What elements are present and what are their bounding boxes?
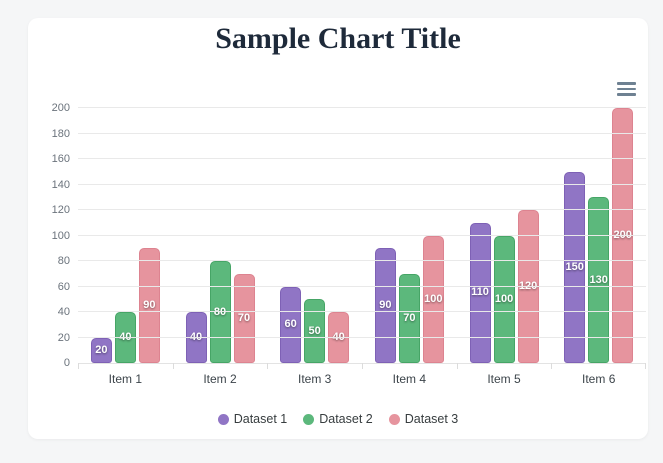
bar-s2-item-1[interactable]: 40 xyxy=(114,312,136,363)
legend-item-label: Dataset 3 xyxy=(404,412,459,426)
bar-value-label: 70 xyxy=(403,311,416,324)
bar-s2-item-4[interactable]: 70 xyxy=(398,273,420,363)
legend-item-label: Dataset 1 xyxy=(233,412,288,426)
bar-s3-item-3[interactable]: 40 xyxy=(328,312,350,363)
bar-s3-item-6[interactable]: 200 xyxy=(612,108,634,363)
gridline xyxy=(78,183,646,185)
category-group: 60 50 40 xyxy=(267,108,362,363)
bar-s2-item-5[interactable]: 100 xyxy=(493,235,515,363)
bar-s1-item-3[interactable]: 60 xyxy=(280,286,302,363)
category-group: 110 100 120 xyxy=(457,108,552,363)
x-axis-labels: Item 1 Item 2 Item 3 Item 4 Item 5 Item 6 xyxy=(78,372,646,386)
bar-s3-item-1[interactable]: 90 xyxy=(138,248,160,363)
bar-s1-item-4[interactable]: 90 xyxy=(374,248,396,363)
bar-value-label: 90 xyxy=(379,299,392,312)
legend-marker-icon xyxy=(303,413,315,425)
legend-item-dataset-2[interactable]: Dataset 2 xyxy=(303,412,373,426)
bar-value-label: 60 xyxy=(284,318,297,331)
bar-s1-item-5[interactable]: 110 xyxy=(469,222,491,363)
bar-s1-item-2[interactable]: 40 xyxy=(185,312,207,363)
gridline xyxy=(78,107,646,108)
legend-item-dataset-1[interactable]: Dataset 1 xyxy=(217,412,288,426)
gridline xyxy=(78,285,646,287)
bar-s2-item-3[interactable]: 50 xyxy=(304,299,326,363)
category-group: 40 80 70 xyxy=(173,108,268,363)
x-axis-tick xyxy=(645,363,646,369)
bar-value-label: 70 xyxy=(237,311,251,324)
bar-value-label: 100 xyxy=(424,292,443,305)
bar-value-label: 50 xyxy=(308,324,321,337)
y-axis-tick-label: 120 xyxy=(51,204,70,216)
bar-value-label: 100 xyxy=(494,292,514,305)
legend-item-label: Dataset 2 xyxy=(319,412,373,426)
bar-value-label: 120 xyxy=(518,280,538,292)
bar-s1-item-1[interactable]: 20 xyxy=(90,337,112,363)
bar-value-label: 40 xyxy=(332,331,345,343)
x-axis-tick xyxy=(172,363,174,369)
x-axis-category-label: Item 3 xyxy=(298,372,332,386)
legend-item-dataset-3[interactable]: Dataset 3 xyxy=(388,412,459,426)
bar-value-label: 110 xyxy=(471,286,489,299)
bar-value-label: 40 xyxy=(119,331,132,343)
category-group: 150 130 200 xyxy=(551,108,646,363)
bar-s3-item-2[interactable]: 70 xyxy=(233,273,255,363)
y-axis-tick-label: 40 xyxy=(57,306,70,318)
y-axis-tick-label: 140 xyxy=(51,178,70,191)
x-axis-tick xyxy=(267,363,269,369)
hamburger-menu-line xyxy=(617,87,636,90)
bar-s2-item-6[interactable]: 130 xyxy=(588,197,610,363)
plot-area: 20 40 90 40 80 70 60 50 40 90 70 100 110 100 120 150 130… xyxy=(78,107,646,369)
x-axis-tick xyxy=(456,363,458,369)
gridline xyxy=(78,209,646,210)
x-axis-category-label: Item 5 xyxy=(487,372,521,386)
chart-legend: Dataset 1 Dataset 2 Dataset 3 xyxy=(28,412,648,426)
bars-layer: 20 40 90 40 80 70 60 50 40 90 70 100 110 100 120 150 130… xyxy=(78,108,646,363)
legend-marker-icon xyxy=(217,413,229,425)
gridline xyxy=(78,336,646,338)
gridline xyxy=(78,311,646,312)
category-group: 20 40 90 xyxy=(78,108,173,363)
y-axis-tick-label: 20 xyxy=(57,331,70,344)
chart-title: Sample Chart Title xyxy=(215,22,461,55)
y-axis-tick-label: 0 xyxy=(63,357,70,369)
gridline xyxy=(78,234,646,236)
x-axis-category-label: Item 6 xyxy=(582,372,616,386)
x-axis-category-label: Item 2 xyxy=(203,372,237,386)
y-axis-tick-label: 200 xyxy=(51,102,70,114)
bar-s3-item-5[interactable]: 120 xyxy=(517,210,539,363)
legend-marker-icon xyxy=(388,413,400,425)
y-axis-labels: 0 20 40 60 80 100 120 140 160 180 200 xyxy=(28,102,70,369)
y-axis-tick-label: 80 xyxy=(57,255,70,267)
y-axis-tick-label: 160 xyxy=(51,153,70,165)
x-axis-tick xyxy=(362,363,363,369)
category-group: 90 70 100 xyxy=(362,108,457,363)
hamburger-menu-line xyxy=(617,93,636,96)
y-axis-tick-label: 180 xyxy=(51,127,70,140)
chart-card: Sample Chart Title 0 20 40 60 80 100 120 140 160… xyxy=(28,18,648,439)
bar-s1-item-6[interactable]: 150 xyxy=(564,171,586,363)
bar-value-label: 130 xyxy=(589,273,608,286)
x-axis-tick xyxy=(78,363,79,369)
bar-value-label: 150 xyxy=(565,260,584,273)
bar-value-label: 80 xyxy=(213,305,227,318)
x-axis-category-label: Item 4 xyxy=(392,372,427,386)
hamburger-menu-icon[interactable] xyxy=(615,80,638,98)
gridline xyxy=(78,132,646,134)
x-axis-tick xyxy=(551,363,553,369)
bar-value-label: 20 xyxy=(95,343,108,356)
bar-s2-item-2[interactable]: 80 xyxy=(209,261,231,363)
x-axis-category-label: Item 1 xyxy=(108,372,143,386)
y-axis-tick-label: 100 xyxy=(51,229,70,242)
y-axis-tick-label: 60 xyxy=(57,280,70,293)
bar-s3-item-4[interactable]: 100 xyxy=(422,235,444,363)
bar-value-label: 40 xyxy=(189,331,203,343)
bar-value-label: 200 xyxy=(613,229,632,241)
gridline xyxy=(78,260,646,261)
hamburger-menu-line xyxy=(617,82,636,85)
gridline xyxy=(78,158,646,159)
bar-value-label: 90 xyxy=(143,299,156,312)
